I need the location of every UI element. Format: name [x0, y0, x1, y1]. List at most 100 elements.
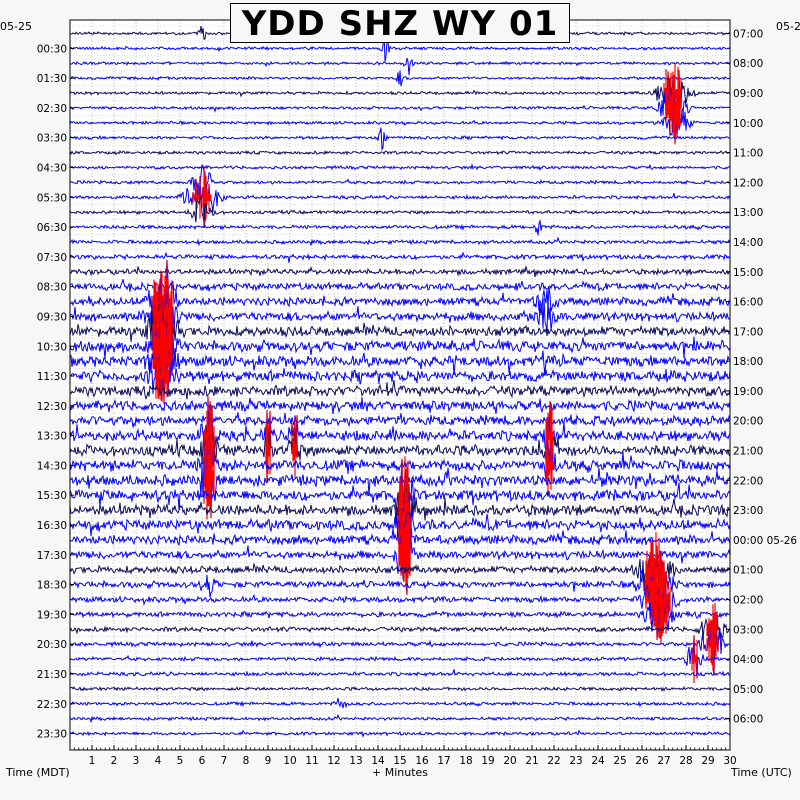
trace-row-20 — [69, 296, 731, 363]
trace-row-12 — [69, 196, 731, 223]
trace-row-37 — [69, 559, 731, 617]
left-hour-label: 16:30 — [37, 520, 67, 532]
trace-layer — [69, 26, 731, 738]
left-hour-label: 13:30 — [37, 431, 67, 443]
x-tick-label: 18 — [459, 755, 472, 767]
trace-row-4 — [69, 70, 731, 123]
trace-row-1 — [69, 31, 731, 62]
right-hour-label: 02:00 — [733, 594, 763, 606]
left-hour-label: 10:30 — [37, 341, 67, 353]
x-tick-label: 7 — [221, 755, 228, 767]
chart-title: YDD SHZ WY 01 — [230, 3, 570, 44]
left-hour-label: 09:30 — [37, 311, 67, 323]
trace-row-17 — [69, 279, 731, 292]
left-hour-label: 02:30 — [37, 103, 67, 115]
right-hour-label: 00:00 05-26 — [733, 535, 797, 547]
tick-layer: 1 2 3 4 5 6 7 8 9 10 11 12 13 14 15 16 17 18 19 20 21 22 23 24 2… — [37, 28, 798, 767]
left-hour-label: 17:30 — [37, 550, 67, 562]
x-tick-label: 23 — [569, 755, 582, 767]
left-hour-label: 08:30 — [37, 282, 67, 294]
x-tick-label: 14 — [371, 755, 385, 767]
x-axis-label: + Minutes — [372, 766, 429, 779]
trace-row-25 — [69, 397, 731, 415]
clipped-trace-row-6 — [672, 101, 682, 145]
x-tick-label: 21 — [525, 755, 538, 767]
trace-row-13 — [69, 220, 731, 236]
x-tick-label: 9 — [265, 755, 272, 767]
trace-row-38 — [69, 572, 731, 638]
trace-row-28 — [69, 411, 731, 487]
x-tick-label: 1 — [89, 755, 96, 767]
trace-row-19 — [69, 270, 731, 341]
clipped-trace-row-41 — [706, 614, 719, 675]
clipped-trace-row-23 — [154, 347, 170, 405]
trace-row-5 — [69, 81, 731, 127]
left-hour-label: 19:30 — [37, 609, 67, 621]
x-tick-label: 26 — [635, 755, 649, 767]
trace-row-8 — [69, 149, 731, 156]
left-hour-label: 18:30 — [37, 580, 67, 592]
left-hour-label: 15:30 — [37, 490, 67, 502]
x-tick-label: 16 — [415, 755, 429, 767]
trace-row-41 — [69, 622, 731, 675]
trace-row-43 — [69, 669, 731, 678]
right-hour-label: 12:00 — [733, 177, 763, 189]
left-hour-label: 11:30 — [37, 371, 67, 383]
trace-row-40 — [69, 610, 731, 656]
right-hour-label: 14:00 — [733, 237, 763, 249]
right-hour-label: 10:00 — [733, 118, 763, 130]
x-tick-label: 17 — [437, 755, 450, 767]
date-left-label: 05-25 — [0, 20, 32, 33]
trace-row-24 — [69, 380, 731, 401]
left-hour-label: 14:30 — [37, 460, 67, 472]
x-tick-label: 12 — [327, 755, 340, 767]
right-hour-label: 01:00 — [733, 565, 763, 577]
x-tick-label: 28 — [679, 755, 692, 767]
trace-row-14 — [69, 236, 731, 247]
right-hour-label: 07:00 — [733, 28, 763, 40]
left-hour-label: 03:30 — [37, 133, 67, 145]
left-hour-label: 21:30 — [37, 669, 67, 681]
trace-row-6 — [69, 107, 731, 145]
x-tick-label: 13 — [349, 755, 362, 767]
left-hour-label: 22:30 — [37, 699, 67, 711]
trace-row-39 — [69, 590, 731, 643]
x-tick-label: 11 — [305, 755, 318, 767]
right-hour-label: 08:00 — [733, 58, 763, 70]
x-tick-label: 10 — [283, 755, 296, 767]
right-hour-label: 04:00 — [733, 654, 763, 666]
trace-row-47 — [69, 729, 731, 738]
trace-row-26 — [69, 412, 731, 428]
x-tick-label: 6 — [199, 755, 206, 767]
right-hour-label: 18:00 — [733, 356, 763, 368]
right-hour-label: 09:00 — [733, 88, 763, 100]
right-hour-label: 05:00 — [733, 684, 763, 696]
x-tick-label: 30 — [723, 755, 736, 767]
x-tick-label: 27 — [657, 755, 670, 767]
x-tick-label: 29 — [701, 755, 714, 767]
left-hour-label: 05:30 — [37, 192, 67, 204]
right-hour-label: 16:00 — [733, 297, 763, 309]
trace-row-46 — [69, 713, 731, 724]
x-tick-label: 19 — [481, 755, 494, 767]
x-tick-label: 15 — [393, 755, 406, 767]
left-hour-label: 23:30 — [37, 729, 67, 741]
left-axis-label: Time (MDT) — [6, 766, 70, 779]
trace-row-22 — [69, 326, 731, 401]
trace-row-3 — [69, 70, 730, 87]
right-hour-label: 19:00 — [733, 386, 763, 398]
x-tick-label: 8 — [243, 755, 250, 767]
trace-row-18 — [69, 259, 731, 330]
right-hour-label: 11:00 — [733, 148, 763, 160]
left-hour-label: 12:30 — [37, 401, 67, 413]
left-hour-label: 01:30 — [37, 73, 67, 85]
date-right-label: 05-25 — [776, 20, 800, 33]
trace-row-11 — [69, 176, 731, 228]
trace-row-29 — [69, 425, 731, 498]
right-hour-label: 23:00 — [733, 505, 763, 517]
right-axis-label: Time (UTC) — [731, 766, 792, 779]
trace-row-36 — [69, 540, 731, 608]
x-tick-label: 24 — [591, 755, 605, 767]
left-hour-label: 04:30 — [37, 163, 67, 175]
